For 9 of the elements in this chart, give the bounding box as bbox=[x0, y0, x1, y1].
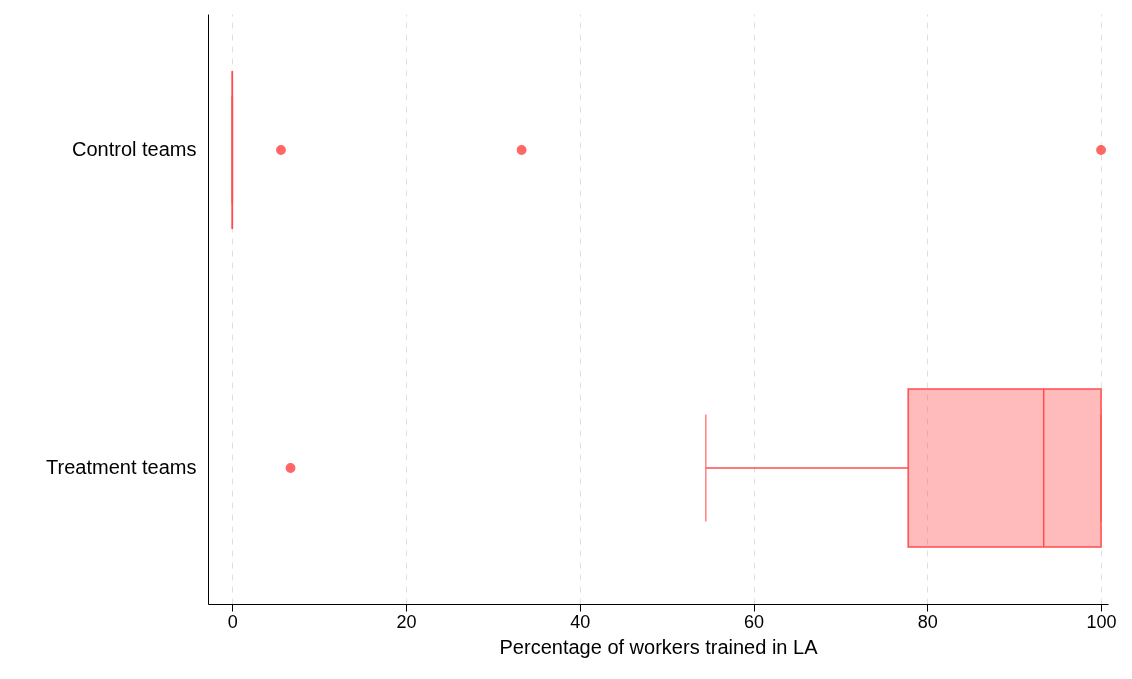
x-tick-label: 100 bbox=[1086, 611, 1117, 632]
x-tick-label: 20 bbox=[396, 611, 417, 632]
x-tick-label: 80 bbox=[917, 611, 938, 632]
x-tick-label: 60 bbox=[744, 611, 765, 632]
x-tick-label: 40 bbox=[570, 611, 591, 632]
y-tick-label: Treatment teams bbox=[46, 456, 197, 479]
x-axis-title: Percentage of workers trained in LA bbox=[499, 635, 819, 658]
y-tick-label: Control teams bbox=[72, 137, 197, 160]
x-tick-label: 0 bbox=[227, 611, 238, 632]
